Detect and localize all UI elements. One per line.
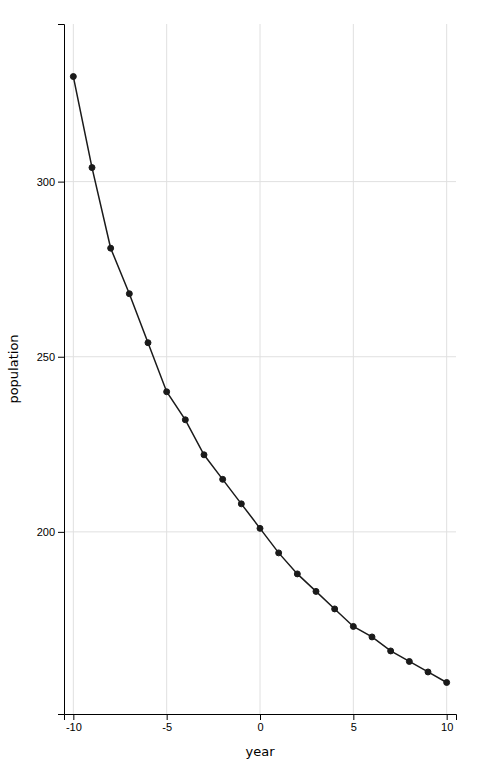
y-tick-label: 200 [37, 526, 55, 538]
point [350, 623, 356, 629]
x-axis-line [65, 715, 457, 721]
y-tick: 250 [37, 351, 64, 363]
x-tick: -5 [162, 714, 172, 733]
y-tick-label: 300 [37, 176, 55, 188]
grid-line-x [73, 24, 74, 714]
point [201, 452, 207, 458]
x-tick: 5 [351, 714, 357, 733]
y-axis-line [58, 25, 65, 715]
grid-line-y [64, 181, 456, 182]
point [388, 648, 394, 654]
chart: -10 -5 0 5 10 200 250 300 year population [0, 0, 480, 768]
y-tick-mark [58, 357, 64, 358]
x-tick-mark [260, 714, 261, 720]
point [425, 669, 431, 675]
point [126, 291, 132, 297]
grid-line-x [166, 24, 167, 714]
x-tick-label: -5 [162, 721, 172, 733]
point [108, 245, 114, 251]
grid-line-x [446, 24, 447, 714]
point [332, 606, 338, 612]
x-tick-label: 10 [441, 721, 453, 733]
y-tick-mark [58, 532, 64, 533]
grid [64, 24, 456, 714]
plot-area: -10 -5 0 5 10 200 250 300 year population [6, 24, 457, 759]
x-tick-mark [353, 714, 354, 720]
y-axis-title: population [6, 334, 21, 403]
grid-line-y [64, 356, 456, 357]
point [220, 476, 226, 482]
x-axis: -10 -5 0 5 10 [65, 714, 457, 733]
point [238, 501, 244, 507]
series [70, 74, 449, 686]
x-axis-title: year [245, 744, 275, 759]
y-tick: 300 [37, 176, 64, 188]
x-tick-label: -10 [66, 721, 82, 733]
y-tick: 200 [37, 526, 64, 538]
line [73, 77, 446, 683]
x-tick: 10 [441, 714, 453, 733]
point [406, 658, 412, 664]
point [276, 550, 282, 556]
point [313, 588, 319, 594]
y-tick-mark [58, 182, 64, 183]
grid-line-x [353, 24, 354, 714]
point [89, 165, 95, 171]
y-tick-label: 250 [37, 351, 55, 363]
x-tick-label: 0 [257, 721, 263, 733]
point [70, 74, 76, 80]
point [369, 634, 375, 640]
x-tick: 0 [257, 714, 263, 733]
point [182, 417, 188, 423]
x-tick-mark [167, 714, 168, 720]
point [294, 571, 300, 577]
x-tick-mark [73, 714, 74, 720]
point [444, 679, 450, 685]
grid-line-x [260, 24, 261, 714]
point [257, 525, 263, 531]
point [145, 340, 151, 346]
x-tick-label: 5 [351, 721, 357, 733]
x-tick-mark [447, 714, 448, 720]
point [164, 389, 170, 395]
y-axis: 200 250 300 [37, 25, 65, 715]
x-tick: -10 [66, 714, 82, 733]
